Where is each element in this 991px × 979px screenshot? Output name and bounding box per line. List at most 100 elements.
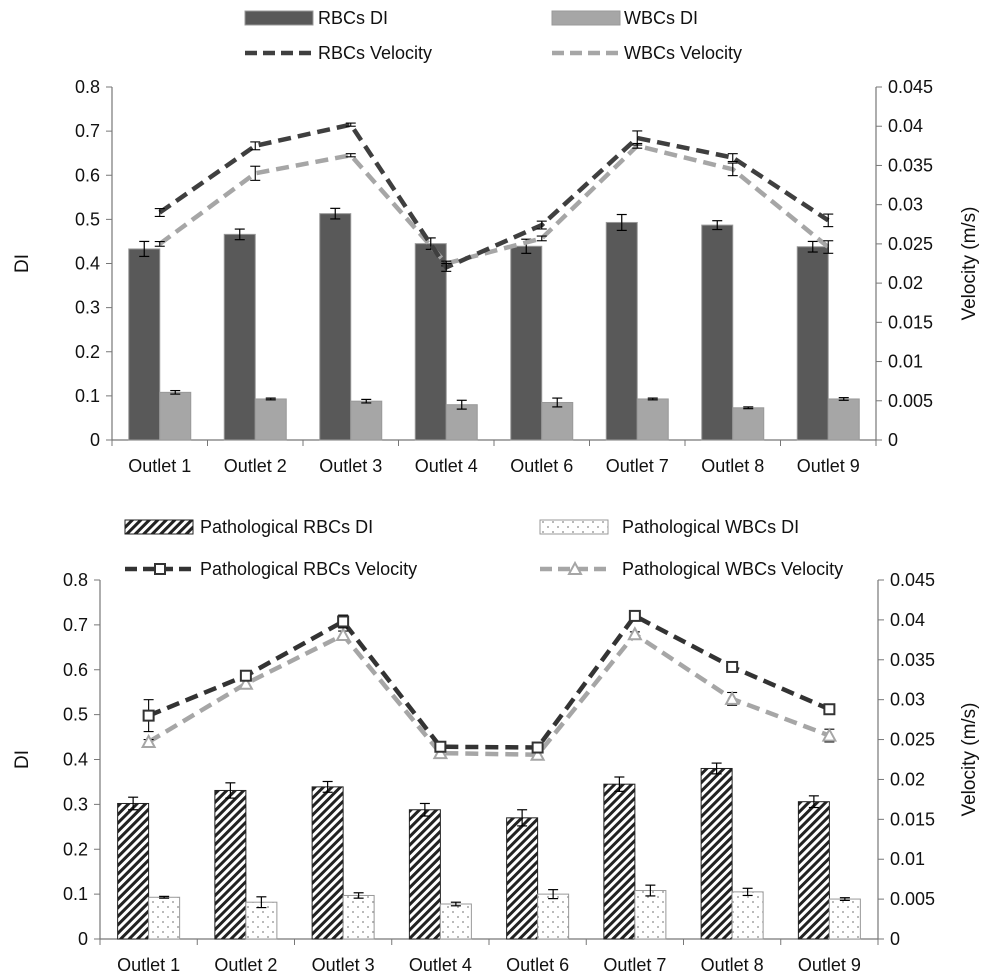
bar — [537, 893, 570, 940]
series-line — [147, 613, 831, 750]
bar-series-group — [128, 207, 860, 441]
left-tick-label: 0.7 — [75, 121, 100, 141]
legend-label: RBCs DI — [318, 8, 388, 28]
y2-axis-title: Velocity (m/s) — [959, 206, 980, 320]
top-chart-panel: 0 0.1 0.2 0.3 0.4 0.5 0.6 0.7 0.8 0 0.005 0.01 0.015… — [12, 8, 980, 476]
triangle-marker — [821, 727, 838, 742]
right-tick-label: 0.025 — [890, 730, 935, 750]
bar — [408, 809, 441, 940]
square-marker — [337, 615, 350, 628]
category-label: Outlet 4 — [415, 456, 478, 476]
right-tick-label: 0.02 — [890, 769, 925, 789]
category-label: Outlet 3 — [319, 456, 382, 476]
square-marker — [239, 669, 252, 682]
right-tick-label: 0.03 — [890, 690, 925, 710]
legend-label: Pathological WBCs DI — [622, 517, 799, 537]
category-label: Outlet 8 — [701, 955, 764, 975]
bar — [350, 400, 383, 441]
triangle-marker — [335, 626, 351, 642]
legend: RBCs DI WBCs DI RBCs Velocity WBCs Velocity — [244, 8, 742, 63]
y-axis-title: DI — [12, 750, 33, 769]
legend-label: Pathological WBCs Velocity — [622, 559, 843, 579]
legend-label: Pathological RBCs Velocity — [200, 559, 417, 579]
bar — [245, 901, 278, 940]
bar — [342, 894, 375, 940]
bar — [796, 246, 829, 441]
right-tick-label: 0.01 — [888, 352, 923, 372]
left-tick-label: 0.4 — [75, 254, 100, 274]
left-tick-label: 0.3 — [63, 794, 88, 814]
square-marker — [823, 703, 836, 716]
legend-label: Pathological RBCs DI — [200, 517, 373, 537]
left-tick-label: 0.1 — [75, 386, 100, 406]
bar — [254, 398, 287, 441]
bar — [828, 898, 861, 940]
category-label: Outlet 6 — [506, 955, 569, 975]
category-label: Outlet 6 — [510, 456, 573, 476]
bar — [128, 248, 161, 441]
bar — [445, 404, 478, 441]
right-tick-label: 0.04 — [888, 116, 923, 136]
bar — [148, 896, 181, 940]
legend: Pathological RBCs DI Pathological WBCs DI… — [124, 517, 843, 579]
top-chart-svg: 0 0.1 0.2 0.3 0.4 0.5 0.6 0.7 0.8 0 0.005 0.01 0.015… — [12, 8, 980, 476]
left-tick-label: 0.5 — [75, 209, 100, 229]
bottom-chart-svg: 0 0.1 0.2 0.3 0.4 0.5 0.6 0.7 0.8 0 0.005 0.01 0.015… — [12, 517, 980, 975]
triangle-marker — [627, 626, 643, 641]
bar — [636, 398, 669, 441]
category-label: Outlet 1 — [128, 456, 191, 476]
category-label: Outlet 1 — [117, 955, 180, 975]
bar — [414, 243, 447, 441]
category-label: Outlet 2 — [214, 955, 277, 975]
right-tick-label: 0.005 — [890, 889, 935, 909]
bar — [541, 401, 574, 441]
legend-swatch — [244, 10, 314, 26]
left-tick-label: 0 — [90, 430, 100, 450]
legend-swatch — [551, 10, 621, 26]
right-tick-label: 0.035 — [890, 650, 935, 670]
left-tick-label: 0.2 — [63, 839, 88, 859]
legend-swatch — [124, 519, 194, 535]
bar — [732, 407, 765, 441]
category-label: Outlet 8 — [701, 456, 764, 476]
series-line — [158, 122, 830, 271]
right-tick-label: 0.015 — [890, 809, 935, 829]
right-tick-label: 0.015 — [888, 312, 933, 332]
left-tick-label: 0.8 — [75, 77, 100, 97]
square-marker — [726, 660, 739, 673]
bar — [700, 767, 733, 940]
bar — [319, 213, 352, 441]
left-tick-label: 0.1 — [63, 884, 88, 904]
square-marker — [434, 740, 447, 753]
axes: 0 0.1 0.2 0.3 0.4 0.5 0.6 0.7 0.8 0 0.005 0.01 0.015… — [63, 570, 935, 975]
left-tick-label: 0.5 — [63, 705, 88, 725]
square-marker — [531, 741, 544, 754]
bar — [827, 398, 860, 441]
left-tick-label: 0.4 — [63, 750, 88, 770]
left-tick-label: 0.7 — [63, 615, 88, 635]
bar — [159, 391, 192, 441]
legend-label: WBCs Velocity — [624, 43, 742, 63]
series-line — [147, 631, 831, 757]
right-tick-label: 0.025 — [888, 234, 933, 254]
right-tick-label: 0.02 — [888, 273, 923, 293]
y-axis-title: DI — [12, 254, 33, 273]
triangle-marker — [238, 675, 254, 690]
left-tick-label: 0.6 — [75, 165, 100, 185]
right-tick-label: 0 — [890, 929, 900, 949]
right-tick-label: 0.03 — [888, 195, 923, 215]
y2-axis-title: Velocity (m/s) — [959, 702, 980, 816]
triangle-marker — [140, 733, 157, 748]
category-label: Outlet 7 — [606, 456, 669, 476]
left-tick-label: 0 — [78, 929, 88, 949]
bar — [634, 890, 667, 940]
bar — [214, 789, 247, 940]
square-marker — [628, 609, 641, 622]
triangle-marker — [529, 746, 546, 761]
category-label: Outlet 7 — [603, 955, 666, 975]
legend-swatch — [539, 519, 609, 535]
triangle-marker — [724, 690, 740, 705]
category-label: Outlet 9 — [798, 955, 861, 975]
bar — [797, 801, 830, 940]
